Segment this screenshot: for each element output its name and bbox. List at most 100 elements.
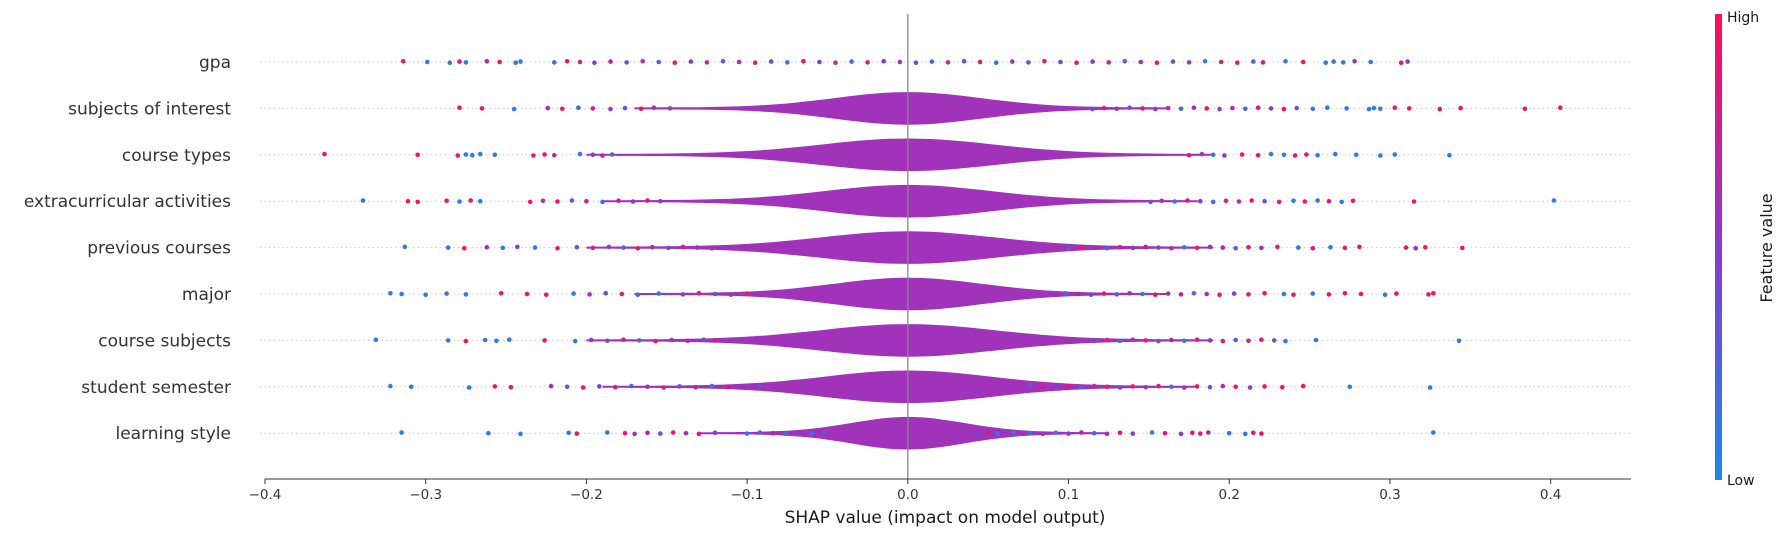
shap-point (1310, 291, 1316, 296)
shap-point (1101, 105, 1107, 111)
shap-point (447, 60, 453, 65)
shap-point (1194, 337, 1200, 343)
shap-point (1130, 384, 1136, 389)
shap-point (833, 60, 838, 65)
shap-point (1194, 245, 1200, 251)
shap-point (1310, 106, 1316, 112)
shap-point (1190, 430, 1195, 436)
shap-point (507, 337, 512, 343)
shap-point (1262, 291, 1267, 296)
colorbar-low-label: Low (1727, 473, 1755, 489)
shap-point (696, 431, 702, 437)
shap-point (600, 199, 605, 205)
shap-point (531, 153, 536, 158)
shap-point (637, 338, 642, 343)
shap-point (569, 198, 575, 203)
shap-point (1114, 106, 1119, 112)
shap-point (1217, 292, 1222, 298)
shap-point (1294, 105, 1299, 111)
shap-point (492, 384, 498, 389)
shap-point (1292, 153, 1298, 158)
shap-point (597, 384, 602, 389)
shap-point (1259, 337, 1264, 343)
shap-point (1011, 430, 1017, 435)
shap-point (1088, 292, 1094, 298)
shap-point (1304, 152, 1309, 157)
shap-point (651, 105, 657, 110)
shap-point (1091, 430, 1097, 436)
shap-point (1223, 198, 1229, 204)
shap-point (1326, 292, 1332, 297)
violin-body (602, 184, 1198, 218)
violin-body (586, 138, 1214, 172)
shap-point (1281, 291, 1287, 297)
shap-point (574, 431, 580, 436)
shap-point (524, 291, 530, 297)
shap-point (508, 384, 514, 390)
shap-point (1127, 105, 1132, 110)
shap-point (1172, 199, 1177, 204)
shap-point (645, 384, 650, 390)
shap-point (834, 430, 840, 436)
shap-point (608, 106, 613, 112)
shap-point (1185, 198, 1190, 203)
shap-point (463, 60, 469, 65)
violin-bodies (586, 92, 1214, 450)
shap-point (1130, 245, 1136, 251)
shap-point (744, 431, 750, 436)
shap-point (1275, 244, 1280, 250)
shap-point (961, 59, 967, 64)
shap-point (566, 430, 571, 436)
shap-point (1268, 151, 1274, 157)
shap-point (1075, 291, 1081, 297)
shap-point (1066, 245, 1071, 251)
shap-point (1220, 245, 1226, 250)
shap-point (1411, 199, 1417, 204)
shap-point (478, 198, 483, 204)
shap-point (405, 198, 411, 204)
shap-point (929, 59, 935, 64)
shap-point (1199, 151, 1205, 157)
x-axis-title: SHAP value (impact on model output) (785, 508, 1106, 528)
shap-point (1551, 198, 1557, 203)
shap-point (1371, 105, 1377, 111)
shap-point (1178, 106, 1184, 112)
shap-point (1114, 292, 1119, 297)
shap-point (457, 105, 462, 110)
shap-point (1431, 430, 1436, 435)
shap-point (720, 59, 726, 64)
shap-point (1079, 244, 1084, 250)
feature-label: previous courses (87, 239, 231, 259)
shap-point (1341, 60, 1346, 65)
shap-point (1140, 106, 1145, 111)
shap-point (613, 384, 618, 390)
shap-point (1156, 383, 1161, 389)
shap-point (822, 430, 827, 435)
feature-label: major (182, 285, 231, 305)
shap-point (606, 244, 612, 250)
shap-point (752, 60, 758, 65)
shap-point (976, 431, 981, 437)
shap-point (408, 384, 414, 390)
shap-point (1243, 431, 1248, 437)
shap-point (1104, 384, 1110, 390)
shap-point (463, 292, 469, 297)
shap-point (497, 59, 502, 65)
x-tick-label: −0.3 (409, 487, 442, 503)
shap-point (1217, 106, 1222, 112)
shap-point (621, 337, 626, 343)
shap-point (680, 292, 686, 297)
shap-point (399, 430, 404, 435)
shap-point (444, 198, 449, 204)
shap-point (518, 59, 523, 64)
shap-point (1143, 338, 1148, 343)
shap-point (1458, 105, 1463, 111)
shap-point (463, 338, 469, 344)
shap-point (1315, 152, 1320, 158)
shap-point (515, 244, 520, 250)
shap-point (1053, 245, 1058, 250)
shap-point (650, 245, 655, 250)
shap-point (1259, 431, 1264, 436)
violin-body (586, 324, 1214, 357)
shap-point (463, 152, 469, 157)
